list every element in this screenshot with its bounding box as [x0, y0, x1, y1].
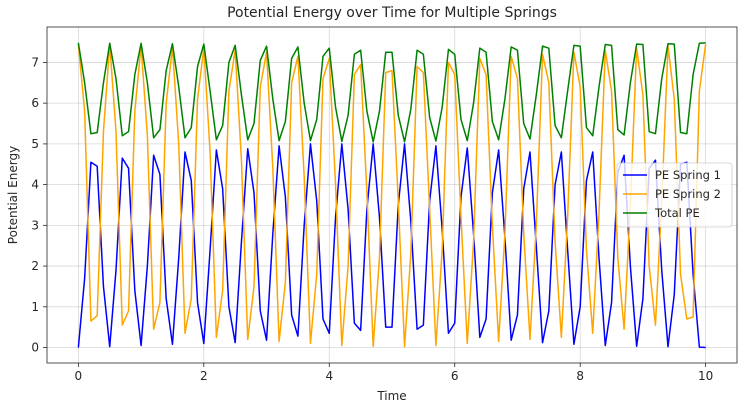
y-axis-label: Potential Energy: [6, 146, 20, 244]
x-axis-label: Time: [376, 389, 406, 403]
y-tick-label: 2: [31, 259, 39, 273]
chart-title: Potential Energy over Time for Multiple …: [227, 5, 557, 21]
tick-layer: 0 2 4 6 8 10 0 1 2 3 4 5 6 7: [31, 55, 713, 383]
legend-box: [616, 162, 733, 228]
x-tick-label: 0: [75, 369, 83, 383]
series-line-total-pe: [77, 42, 706, 143]
x-tick-label: 4: [325, 369, 333, 383]
y-tick-label: 6: [31, 96, 39, 110]
series-line-pe-spring-1: [77, 143, 706, 349]
y-tick-label: 5: [31, 137, 39, 151]
legend-label-pe-spring-2: PE Spring 2: [655, 187, 721, 201]
y-tick-label: 4: [31, 178, 39, 192]
y-tick-label: 7: [31, 55, 39, 69]
x-tick-label: 6: [451, 369, 459, 383]
x-tick-label: 10: [698, 369, 713, 383]
y-tick-label: 3: [31, 218, 39, 232]
y-tick-label: 1: [31, 300, 39, 314]
legend-label-total-pe: Total PE: [654, 206, 700, 220]
legend-label-pe-spring-1: PE Spring 1: [655, 168, 721, 182]
series-line-pe-spring-2: [77, 43, 707, 348]
y-tick-label: 0: [31, 341, 39, 355]
x-tick-label: 8: [576, 369, 584, 383]
x-tick-label: 2: [200, 369, 208, 383]
plot-frame: [46, 26, 738, 364]
legend: PE Spring 1 PE Spring 2 Total PE: [616, 162, 733, 228]
series-layer: [77, 42, 707, 349]
